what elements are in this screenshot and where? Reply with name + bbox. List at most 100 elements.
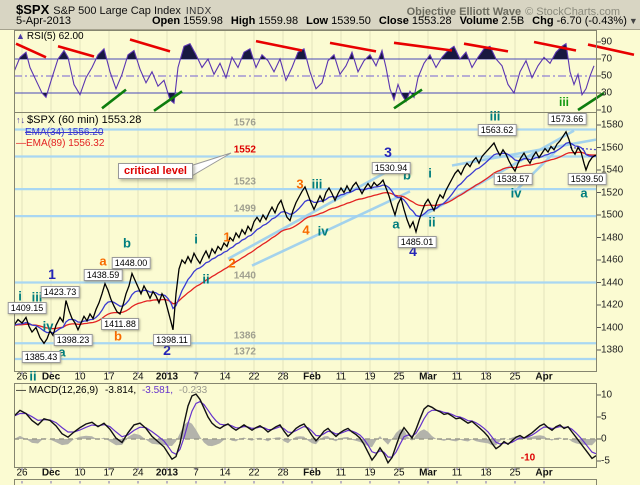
- x-axis-label: 25: [393, 371, 405, 383]
- price-callout: 1448.00: [111, 257, 151, 269]
- x-axis-label: 22: [248, 467, 260, 479]
- y-axis-label: 70: [601, 53, 613, 65]
- x-axis-label: 28: [277, 371, 289, 383]
- y-axis-label: 1420: [601, 299, 624, 311]
- macd-title: — MACD(12,26,9) -3.814, -3.581, -0.233: [16, 385, 207, 396]
- y-axis-label: 1400: [601, 322, 624, 333]
- quote-field-value: 1559.98: [258, 15, 299, 27]
- elliott-wave-label: 3: [296, 176, 304, 192]
- symbol-name: S&P 500 Large Cap Index: [53, 5, 181, 17]
- y-axis-label: 1380: [601, 344, 624, 356]
- price-level-label: 1372: [233, 346, 256, 358]
- elliott-wave-label: i: [194, 231, 198, 247]
- x-axis-label: Mar: [419, 371, 437, 383]
- price-level-label: 1576: [233, 117, 256, 128]
- x-axis-label: 24: [132, 467, 144, 479]
- y-axis-label: 0: [601, 433, 607, 445]
- y-axis-label: 50: [601, 70, 613, 82]
- brand-label: Objective Elliott Wave: [406, 6, 522, 18]
- price-callout: 1385.43: [21, 351, 61, 363]
- rsi-title-text: RSI(5) 62.00: [26, 31, 84, 42]
- x-axis-label: Apr: [535, 467, 553, 479]
- chart-header: $SPX S&P 500 Large Cap Index INDX Objectiv…: [0, 0, 640, 30]
- y-axis-label: 1460: [601, 254, 624, 266]
- quote-field-label: Chg: [532, 15, 554, 27]
- x-axis-label: 26: [16, 467, 28, 479]
- elliott-wave-label: iii: [558, 95, 570, 109]
- quote-field-value: 2.5B: [501, 15, 525, 27]
- elliott-wave-label: a: [99, 253, 107, 269]
- x-axis-label: 17: [103, 371, 115, 383]
- quote-strip: Open 1559.98 High 1559.98 Low 1539.50 Close 155…: [144, 15, 627, 27]
- y-axis-label: 1440: [601, 277, 624, 288]
- ema89-legend-text: EMA(89) 1556.32: [26, 138, 105, 149]
- quote-field-value: -6.70 (-0.43%): [556, 15, 627, 27]
- price-callout: 1411.88: [101, 318, 139, 330]
- x-axis-label: 11: [335, 467, 347, 479]
- x-axis-label: 7: [193, 371, 199, 383]
- elliott-wave-label: iii: [311, 176, 323, 192]
- x-axis-label: Dec: [41, 371, 61, 383]
- elliott-wave-label: 3: [384, 144, 392, 160]
- y-axis-label: 1540: [601, 164, 624, 176]
- quote-field-value: 1559.98: [183, 15, 223, 27]
- elliott-wave-label: 1: [48, 266, 56, 282]
- x-axis-label: 25: [393, 467, 405, 479]
- quote-field-label: Volume: [459, 15, 499, 27]
- exchange-label: INDX: [185, 6, 212, 17]
- y-axis-label: 1520: [601, 187, 624, 198]
- x-axis-label: 17: [103, 467, 115, 479]
- price-level-label: 1386: [233, 330, 256, 342]
- price-callout: 1398.23: [53, 334, 93, 346]
- ema34-legend: EMA(34) 1556.20: [25, 127, 104, 138]
- x-axis-label: 18: [480, 371, 492, 383]
- price-callout: 1573.66: [547, 113, 587, 125]
- chart-date: 5-Apr-2013: [16, 15, 72, 27]
- y-axis-label: 1500: [601, 209, 624, 221]
- price-title: ↑↓ $SPX (60 min) 1553.28: [16, 114, 141, 126]
- quote-field-value: 1539.50: [331, 15, 371, 27]
- price-callout: 1423.73: [40, 286, 80, 298]
- elliott-wave-label: b: [123, 235, 131, 251]
- elliott-wave-label: iv: [42, 318, 54, 334]
- symbol: $SPX: [16, 2, 50, 17]
- price-callout: 1409.15: [7, 302, 47, 314]
- price-level-label: 1440: [233, 270, 256, 281]
- x-axis-label: 26: [16, 371, 28, 383]
- macd-title-text: MACD(12,26,9): [28, 385, 99, 396]
- next-panel-edge: [14, 479, 597, 485]
- y-axis-label: 90: [601, 36, 613, 48]
- macd-value: -3.814,: [105, 385, 137, 396]
- x-axis-label: 19: [364, 371, 376, 383]
- elliott-wave-label: ii: [428, 214, 436, 230]
- x-axis-label: Feb: [303, 371, 321, 383]
- chg-dropdown-arrow[interactable]: ▼: [628, 16, 638, 26]
- macd-hist-value: -0.233: [178, 385, 208, 396]
- x-axis-label: Apr: [535, 371, 553, 383]
- x-axis-label: 14: [219, 467, 231, 479]
- price-callout: 1485.01: [397, 236, 437, 248]
- rsi-title: ▲ RSI(5) 62.00: [16, 31, 84, 42]
- y-axis-label: -5: [601, 455, 610, 467]
- x-axis-label: 18: [480, 467, 492, 479]
- elliott-wave-label: iv: [510, 185, 522, 201]
- x-axis-label: 24: [132, 371, 144, 383]
- macd-line-sample: —: [16, 385, 26, 396]
- y-axis-label: 1560: [601, 142, 624, 153]
- quote-field-value: 1553.28: [411, 15, 452, 27]
- price-callout: 1539.50: [567, 173, 607, 185]
- elliott-wave-label: b: [114, 328, 122, 344]
- y-axis-label: 30: [601, 87, 613, 99]
- x-axis-label: 25: [509, 371, 521, 383]
- x-axis-label: 11: [451, 467, 463, 479]
- quote-field-label: High: [230, 15, 256, 27]
- price-callout: 1398.11: [153, 334, 191, 346]
- critical-level-callout: critical level: [118, 163, 193, 179]
- elliott-wave-label: 1: [223, 229, 231, 245]
- price-level-label: 1523: [233, 176, 256, 188]
- x-axis-label: 2013: [155, 467, 179, 479]
- elliott-wave-label: iv: [317, 223, 329, 239]
- elliott-wave-label: ii: [202, 271, 210, 287]
